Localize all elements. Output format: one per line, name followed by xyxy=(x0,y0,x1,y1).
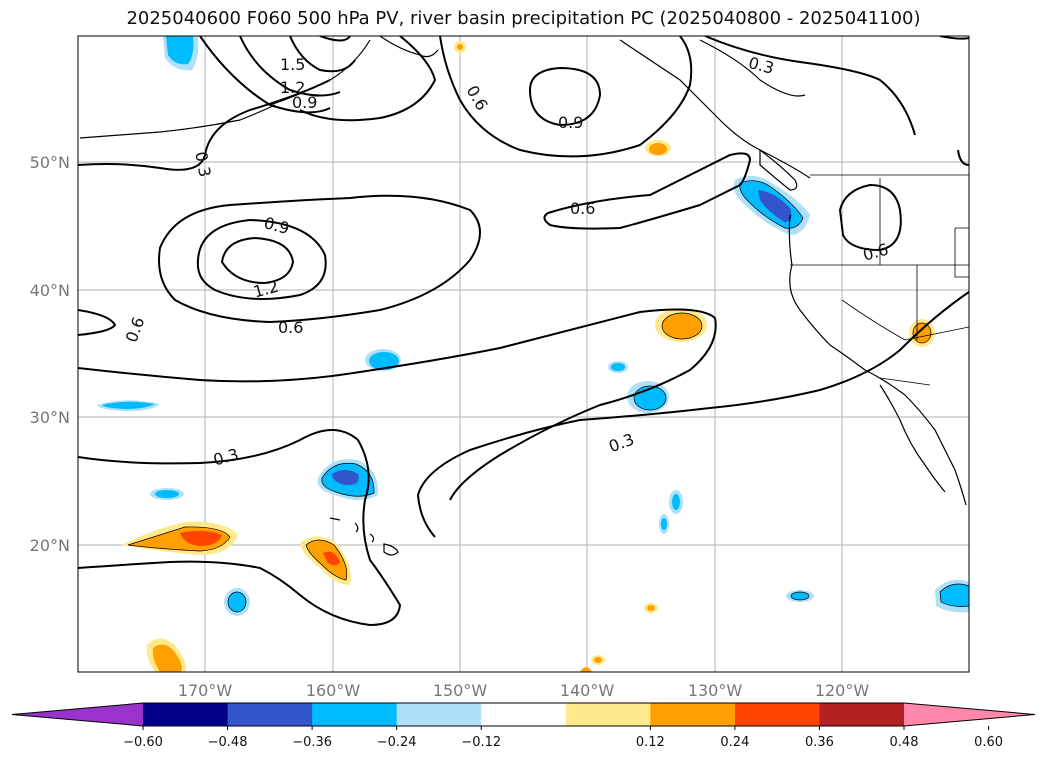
colorbar-segment xyxy=(819,703,905,726)
colorbar-segment xyxy=(396,703,482,726)
precip-shading xyxy=(97,36,969,672)
contour-label: 0.9 xyxy=(558,113,583,132)
colorbar-extend-high xyxy=(904,703,1035,726)
colorbar-extend-low xyxy=(12,703,143,726)
pv-contours xyxy=(78,36,969,627)
colorbar-tick-label: 0.48 xyxy=(890,735,919,750)
contour-label: 0.6 xyxy=(570,199,595,218)
graticule xyxy=(78,36,969,672)
colorbar-tick-label: −0.48 xyxy=(208,735,248,750)
lat-labels: 50°N 40°N 30°N 20°N xyxy=(30,153,70,555)
colorbar-tick-label: 0.24 xyxy=(720,735,749,750)
lat-label: 30°N xyxy=(30,408,70,427)
colorbar-tick-label: 0.12 xyxy=(636,735,665,750)
lon-label: 140°W xyxy=(560,681,615,700)
colorbar-segment xyxy=(227,703,313,726)
colorbar-tick-label: −0.12 xyxy=(461,735,501,750)
contour-label: 1.5 xyxy=(280,55,305,74)
lat-label: 40°N xyxy=(30,281,70,300)
lon-label: 160°W xyxy=(306,681,361,700)
map-frame xyxy=(77,35,970,673)
colorbar-tick-label: 0.36 xyxy=(805,735,834,750)
contour-label: 0.3 xyxy=(191,150,214,178)
lon-label: 120°W xyxy=(815,681,870,700)
precip-outlines xyxy=(127,180,969,613)
map-title: 2025040600 F060 500 hPa PV, river basin … xyxy=(126,8,921,29)
lon-labels: 170°W 160°W 150°W 140°W 130°W 120°W xyxy=(178,681,870,700)
colorbar-segment xyxy=(650,703,736,726)
contour-label: 1.2 xyxy=(280,78,305,97)
lon-label: 150°W xyxy=(433,681,488,700)
lon-label: 130°W xyxy=(688,681,743,700)
lat-label: 50°N xyxy=(30,153,70,172)
lon-label: 170°W xyxy=(178,681,233,700)
colorbar-segment xyxy=(143,703,229,726)
colorbar-tick-label: −0.24 xyxy=(377,735,417,750)
colorbar-segment xyxy=(312,703,398,726)
colorbar-segment xyxy=(481,703,567,726)
contour-label: 0.9 xyxy=(292,93,317,112)
map-area xyxy=(78,36,969,672)
colorbar: −0.60 −0.48 −0.36 −0.24 −0.12 0.12 0.24 0.36 0.4… xyxy=(11,702,1036,750)
colorbar-segment xyxy=(734,703,820,726)
contour-label: 0.6 xyxy=(278,318,303,337)
colorbar-tick-label: −0.36 xyxy=(292,735,332,750)
colorbar-tick-label: −0.60 xyxy=(123,735,163,750)
lat-label: 20°N xyxy=(30,536,70,555)
colorbar-tick-label: 0.60 xyxy=(974,735,1003,750)
colorbar-segment xyxy=(565,703,651,726)
